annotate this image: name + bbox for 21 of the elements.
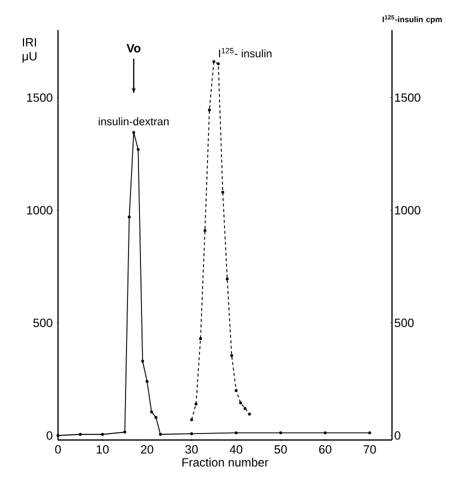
- x-tick-label: 20: [141, 445, 154, 454]
- y-tick-label: 500: [33, 318, 52, 328]
- x-tick-label: 0: [55, 445, 61, 454]
- x-tick-label: 70: [364, 445, 376, 454]
- x-tick-label: 50: [274, 445, 287, 454]
- x-tick-label: 30: [185, 445, 198, 454]
- x-axis-title: Fraction number: [182, 458, 268, 467]
- series-label: I$^{125}$- insulin: [219, 48, 272, 58]
- y-tick-label: 1000: [27, 206, 52, 214]
- y2-tick-label: 1000: [395, 206, 420, 214]
- y2-tick-label: 1500: [395, 93, 420, 102]
- x-tick-label: 10: [96, 445, 109, 454]
- series-label: insulin-dextran: [98, 117, 169, 126]
- y-tick-label: 1500: [27, 93, 52, 102]
- annotation: Vo: [126, 44, 140, 52]
- x-tick-label: 60: [319, 445, 332, 454]
- y2-tick-label: 500: [394, 318, 414, 328]
- y-tick-label: 0: [46, 431, 52, 440]
- y-axis-title: IRI μU: [22, 38, 36, 63]
- y2-tick-label: 0: [394, 431, 400, 440]
- x-tick-label: 40: [230, 445, 242, 454]
